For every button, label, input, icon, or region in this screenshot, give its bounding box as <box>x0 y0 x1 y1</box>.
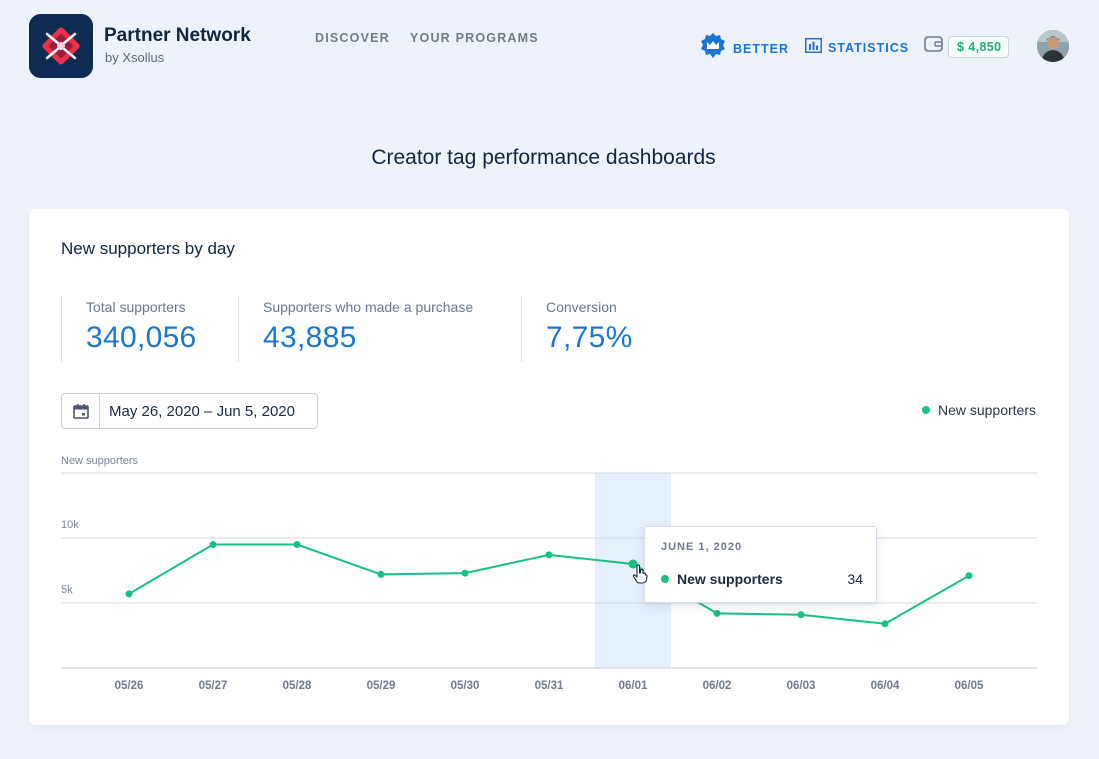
brand-title: Partner Network <box>104 25 251 46</box>
stat-label: Supporters who made a purchase <box>263 299 474 315</box>
tooltip-dot <box>661 575 669 583</box>
x-tick-label: 05/31 <box>535 680 564 692</box>
stat-label: Total supporters <box>86 299 186 315</box>
statistics-link[interactable]: STATISTICS <box>805 38 909 58</box>
card-title: New supporters by day <box>61 239 235 258</box>
data-point <box>461 569 469 577</box>
stat-purchasing-supporters: Supporters who made a purchase 43,885 <box>238 296 473 362</box>
line-chart[interactable]: New supporters 10k 5k 05/26 05/27 05/28 05/29 0… <box>29 209 1069 725</box>
date-range-text: May 26, 2020 – Jun 5, 2020 <box>109 402 295 420</box>
data-point <box>209 541 217 548</box>
better-link[interactable]: BETTER <box>699 32 789 65</box>
top-header: Partner Network by Xsollus DISCOVER YOUR… <box>0 0 1099 100</box>
x-tick-label: 06/01 <box>619 680 648 692</box>
nav-your-programs[interactable]: YOUR PROGRAMS <box>410 31 539 45</box>
x-tick-label: 05/30 <box>451 680 480 692</box>
x-tick-label: 06/03 <box>787 680 816 692</box>
stat-value: 43,885 <box>263 321 357 354</box>
page-title: Creator tag performance dashboards <box>371 146 716 169</box>
statistics-label: STATISTICS <box>828 41 910 55</box>
balance-amount: $ 4,850 <box>948 35 1009 58</box>
y-tick-label: 5k <box>61 584 73 596</box>
tooltip-series-name: New supporters <box>677 571 783 587</box>
x-tick-label: 05/29 <box>367 680 396 692</box>
data-point <box>881 620 889 628</box>
calendar-icon <box>62 394 100 428</box>
data-point <box>377 570 385 578</box>
tooltip-date: JUNE 1, 2020 <box>661 541 743 553</box>
stat-value: 7,75% <box>546 321 633 354</box>
data-point <box>797 611 805 619</box>
stat-total-supporters: Total supporters 340,056 <box>61 296 197 362</box>
data-point <box>545 551 553 559</box>
stat-value: 340,056 <box>86 321 197 354</box>
chart-legend[interactable]: New supporters <box>921 402 1036 418</box>
better-label: BETTER <box>733 41 789 56</box>
data-point <box>965 572 973 580</box>
brand-subtitle: by Xsollus <box>105 50 165 65</box>
y-tick-label: 10k <box>61 519 79 531</box>
wallet-icon <box>924 35 944 58</box>
data-point <box>293 541 301 548</box>
stat-label: Conversion <box>546 299 617 315</box>
x-tick-label: 05/26 <box>115 680 144 692</box>
new-supporters-card: New supporters by day Total supporters 3… <box>29 209 1069 725</box>
bar-chart-icon <box>805 38 822 58</box>
x-tick-label: 06/02 <box>703 680 732 692</box>
date-range-picker[interactable]: May 26, 2020 – Jun 5, 2020 <box>61 393 318 429</box>
user-avatar[interactable] <box>1037 30 1069 62</box>
tooltip-row: New supporters 34 <box>661 571 863 587</box>
x-tick-label: 06/05 <box>955 680 984 692</box>
x-tick-label: 05/27 <box>199 680 228 692</box>
chart-tooltip: JUNE 1, 2020 New supporters 34 <box>644 526 877 603</box>
stat-conversion: Conversion 7,75% <box>521 296 633 362</box>
data-point <box>125 590 133 598</box>
legend-dot <box>921 406 930 414</box>
wallet-balance[interactable]: $ 4,850 <box>924 35 1009 58</box>
data-point <box>628 559 638 569</box>
x-tick-label: 05/28 <box>283 680 312 692</box>
x-tick-label: 06/04 <box>871 680 900 692</box>
crown-badge-icon <box>699 32 727 65</box>
tooltip-value: 34 <box>847 571 863 587</box>
hand-cursor-icon <box>632 564 648 589</box>
legend-label: New supporters <box>937 402 1036 418</box>
y-axis-label: New supporters <box>61 455 139 467</box>
nav-discover[interactable]: DISCOVER <box>315 31 390 45</box>
data-point <box>713 609 721 617</box>
partner-network-logo[interactable] <box>29 14 93 78</box>
